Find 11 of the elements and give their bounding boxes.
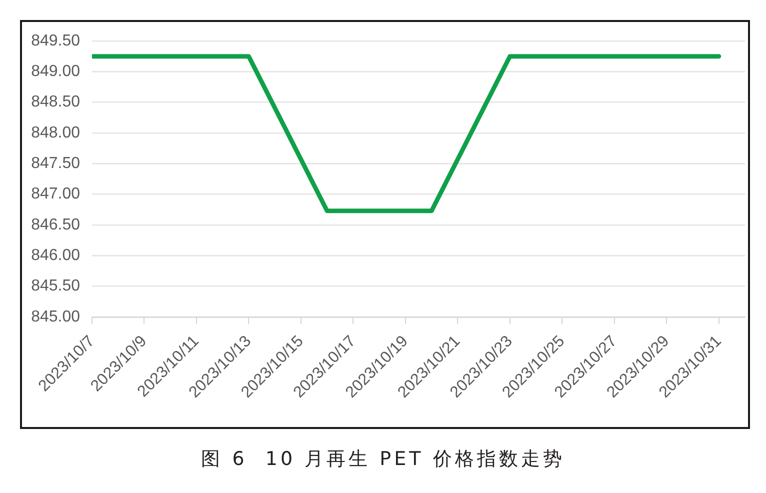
y-tick-label: 846.50 [31, 216, 80, 234]
y-tick-label: 845.50 [31, 278, 80, 295]
y-tick-label: 849.00 [31, 63, 80, 80]
y-tick-label: 846.00 [31, 247, 80, 264]
y-tick-label: 849.50 [31, 32, 80, 50]
y-tick-label: 848.00 [31, 124, 80, 142]
y-tick-label: 848.50 [31, 94, 80, 111]
y-tick-label: 845.00 [31, 308, 80, 326]
text: 图 6 10 月再生 PET 价格指数走势 [200, 447, 566, 472]
y-tick-label: 847.00 [31, 186, 80, 203]
y-tick-label: 847.50 [31, 155, 80, 172]
